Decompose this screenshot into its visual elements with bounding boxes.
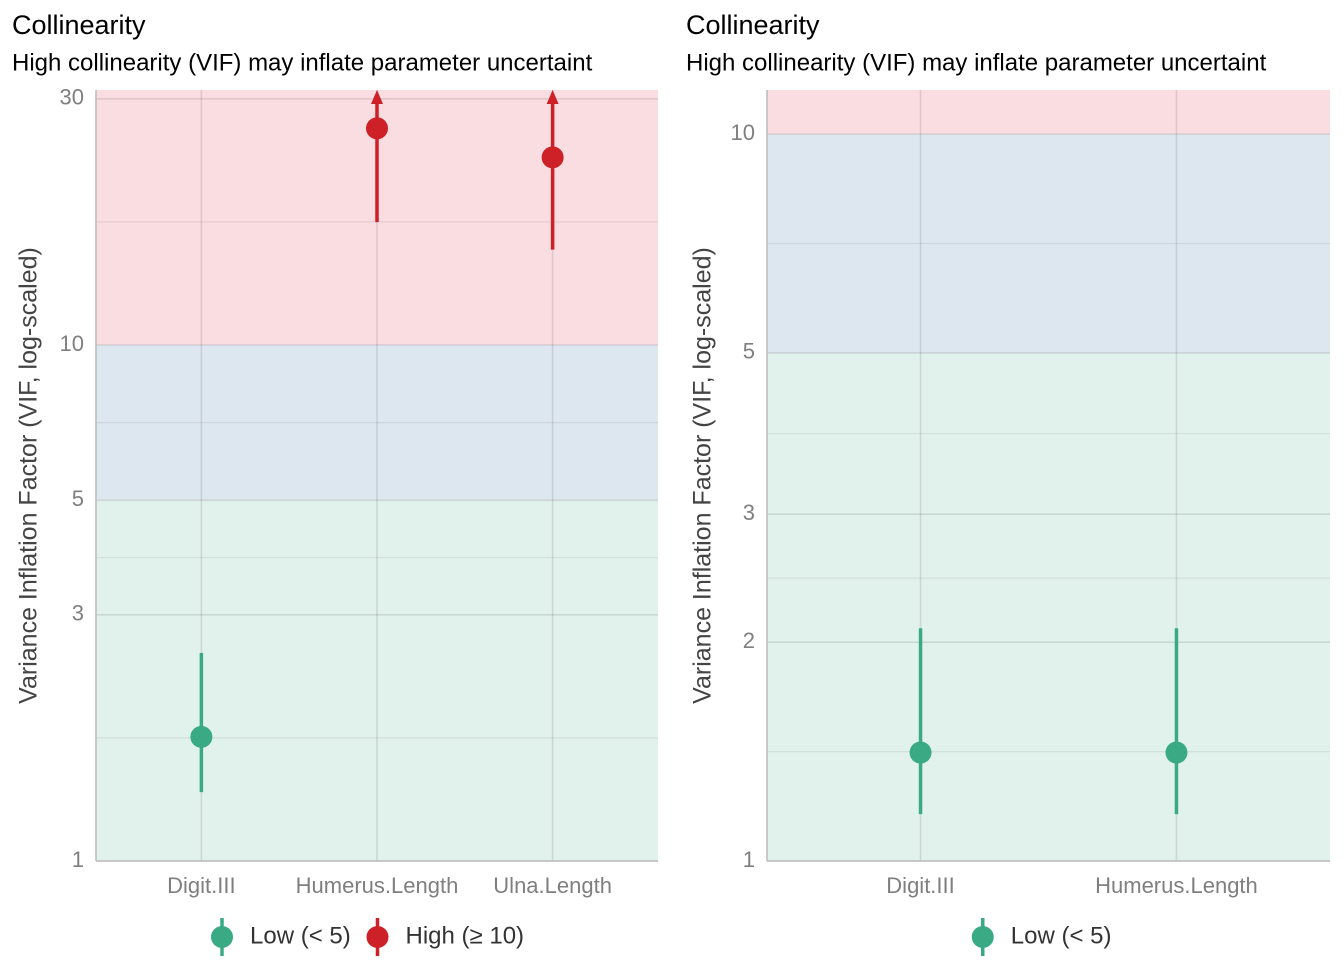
legend-key: [971, 926, 994, 948]
point: [541, 146, 564, 169]
legend-key: [211, 926, 233, 948]
threshold-band: [767, 352, 1330, 861]
clip-arrow: [371, 90, 383, 104]
y-axis-title: Variance Inflation Factor (VIF, log-scal…: [15, 247, 43, 704]
x-tick-label: Humerus.Length: [1095, 873, 1258, 898]
x-tick-label: Digit.III: [167, 873, 235, 898]
y-tick-label: 30: [60, 85, 84, 110]
threshold-band: [96, 344, 658, 501]
point: [909, 741, 932, 764]
y-tick-label: 10: [60, 331, 84, 356]
y-tick-label: 3: [72, 601, 84, 626]
chart-title: Collinearity: [686, 10, 820, 40]
y-tick-label: 1: [72, 847, 84, 872]
legend-label: High (≥ 10): [406, 922, 525, 949]
chart-subtitle: High collinearity (VIF) may inflate para…: [12, 49, 593, 76]
y-tick-label: 3: [743, 500, 755, 525]
y-tick-label: 2: [743, 628, 755, 653]
y-tick-label: 1: [743, 847, 755, 872]
point: [1165, 741, 1188, 764]
threshold-band: [767, 134, 1330, 353]
chart-subtitle: High collinearity (VIF) may inflate para…: [686, 49, 1267, 76]
legend-label: Low (< 5): [250, 922, 351, 949]
threshold-band: [96, 500, 658, 861]
clip-arrow: [546, 90, 559, 104]
legend-label: Low (< 5): [1011, 922, 1112, 949]
point: [366, 117, 388, 140]
threshold-band: [767, 90, 1330, 135]
chart-title: Collinearity: [12, 10, 146, 40]
y-tick-label: 10: [731, 120, 755, 145]
x-tick-label: Ulna.Length: [493, 873, 612, 898]
x-tick-label: Digit.III: [886, 873, 954, 898]
y-tick-label: 5: [72, 486, 84, 511]
y-tick-label: 5: [743, 339, 755, 364]
x-tick-label: Humerus.Length: [296, 873, 459, 898]
point: [190, 725, 213, 748]
y-axis-title: Variance Inflation Factor (VIF, log-scal…: [689, 247, 717, 704]
legend-key: [366, 926, 389, 948]
